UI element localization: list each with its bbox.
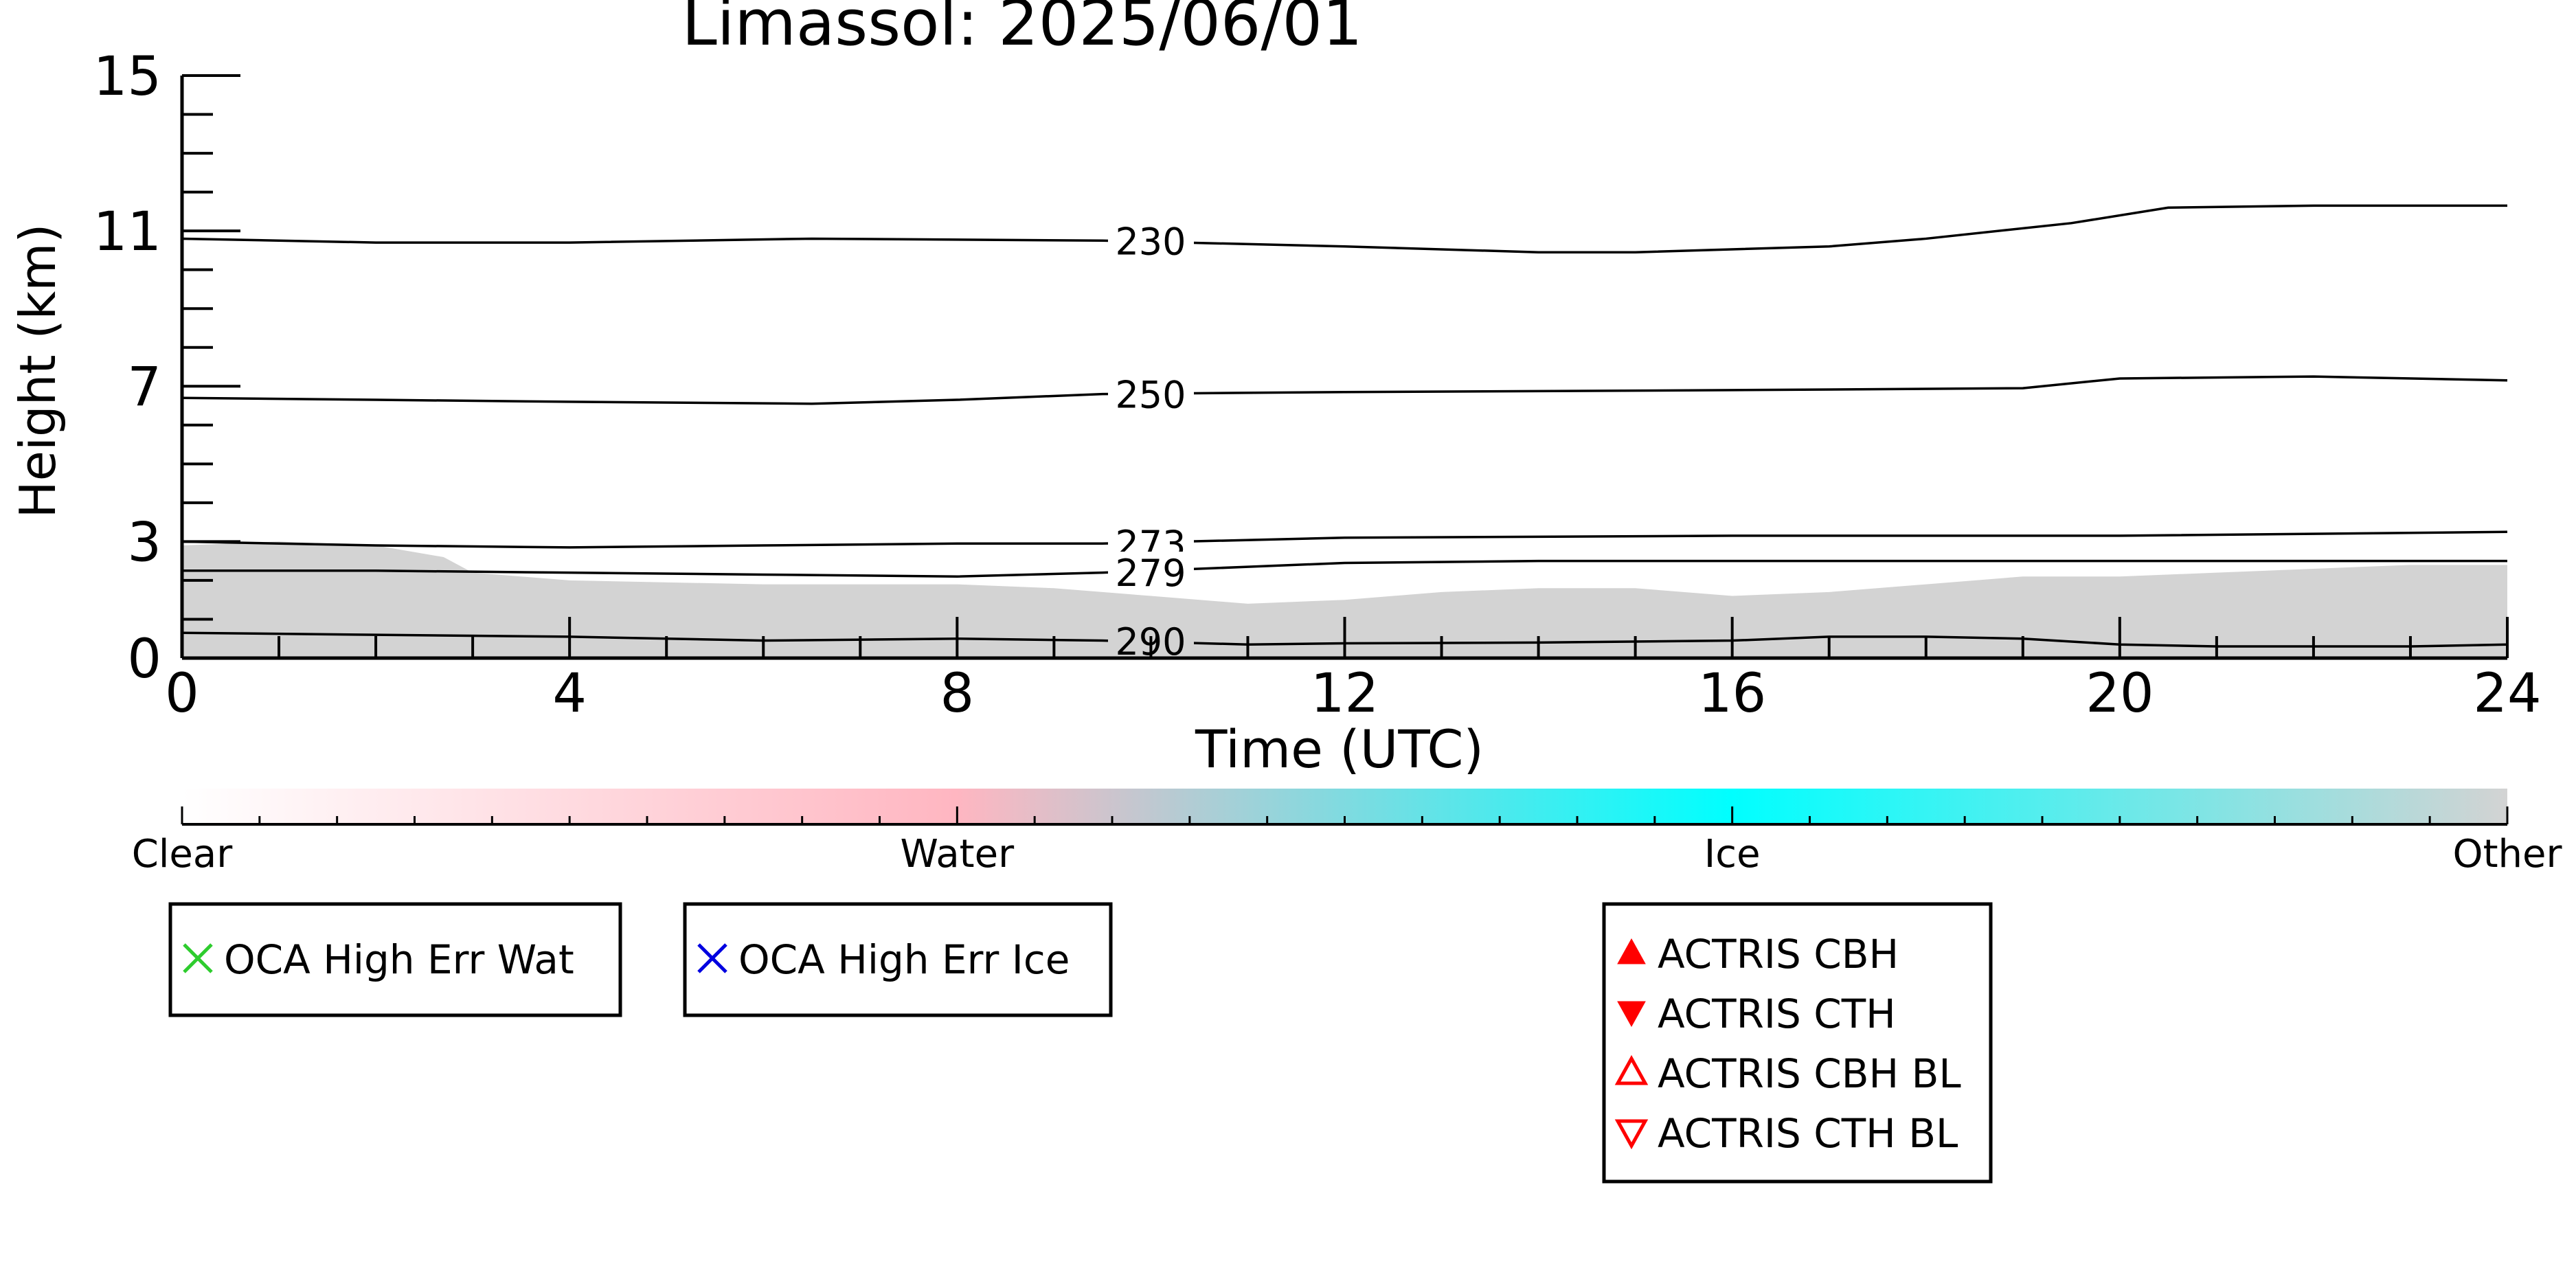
colorbar-label: Water — [901, 832, 1015, 877]
legend-box: OCA High Err Wat — [168, 902, 622, 1017]
y-axis-label: Height (km) — [9, 224, 67, 519]
contour-label-279: 279 — [1115, 552, 1186, 595]
contour-label-230: 230 — [1115, 221, 1186, 264]
legend-frame — [1602, 902, 1993, 1184]
contour-label-bg — [1108, 552, 1194, 591]
legend-label: ACTRIS CBH — [1658, 931, 1899, 978]
legend-marker-triangle — [1617, 938, 1646, 964]
legend-label: OCA High Err Wat — [224, 936, 574, 983]
cloud-mask-area — [182, 541, 2507, 658]
x-tick-label: 24 — [2473, 663, 2541, 725]
legend-label: OCA High Err Ice — [738, 936, 1070, 983]
colorbar: Clear Water Ice Other — [132, 789, 2562, 877]
x-tick-label: 20 — [2086, 663, 2154, 725]
contour-label-bg — [1108, 373, 1194, 412]
legend-box: ACTRIS CBH ACTRIS CTH ACTRIS CBH BL ACTRIS … — [1602, 902, 1993, 1184]
x-axis-label: Time (UTC) — [1195, 719, 1484, 780]
legend-marker-triangle — [1617, 1001, 1646, 1028]
legend-marker-triangle — [1614, 1119, 1649, 1150]
legend-box: OCA High Err Ice — [683, 902, 1113, 1017]
legend-marker-triangle — [1614, 1054, 1649, 1085]
legend-label: ACTRIS CBH BL — [1658, 1050, 1961, 1097]
x-tick-label: 8 — [940, 663, 975, 725]
x-tick-label: 4 — [552, 663, 587, 725]
contour-label-bg — [1108, 220, 1194, 259]
x-tick-label: 12 — [1311, 663, 1379, 725]
legend-frame — [683, 902, 1113, 1017]
contour-line-250 — [181, 375, 2508, 405]
legend-label: ACTRIS CTH BL — [1658, 1110, 1958, 1157]
contour-label-250: 250 — [1115, 373, 1186, 416]
legends: OCA High Err Wat OCA High Err Ice ACTRIS C… — [168, 902, 1993, 1184]
legend-marker-x — [183, 943, 213, 973]
legend-label: ACTRIS CTH — [1658, 991, 1896, 1037]
legend-marker-x — [697, 943, 727, 973]
contour-line-279 — [182, 559, 2507, 578]
colorbar-label: Ice — [1704, 832, 1761, 877]
colorbar-label: Other — [2452, 832, 2562, 877]
contour-line-230 — [181, 204, 2507, 253]
y-tick-label: 3 — [127, 512, 161, 574]
y-tick-label: 7 — [127, 357, 161, 418]
y-tick-label: 0 — [127, 629, 161, 690]
x-tick-label: 16 — [1698, 663, 1766, 725]
legend-frame — [168, 902, 622, 1017]
x-tick-label: 0 — [165, 663, 199, 725]
y-tick-label: 11 — [93, 201, 161, 263]
chart-title: Limassol: 2025/06/01 — [681, 0, 1362, 60]
y-tick-label: 15 — [93, 46, 161, 108]
colorbar-label: Clear — [132, 832, 233, 877]
contour-line-273 — [181, 530, 2508, 549]
